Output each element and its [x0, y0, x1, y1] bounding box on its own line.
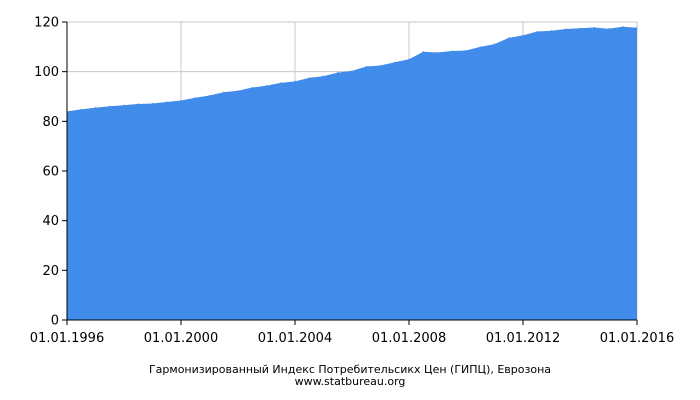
data-point — [137, 103, 139, 105]
data-point — [607, 28, 610, 30]
data-point — [223, 91, 225, 93]
data-point — [294, 80, 296, 82]
data-point — [237, 90, 239, 92]
data-point — [123, 104, 125, 106]
data-point — [379, 64, 382, 67]
y-tick-label: 100 — [34, 65, 59, 80]
y-tick-label: 40 — [42, 214, 59, 229]
y-tick-label: 80 — [42, 115, 59, 130]
chart-source: www.statbureau.org — [294, 375, 406, 388]
y-tick-label: 60 — [42, 165, 59, 180]
area-series — [66, 26, 638, 320]
data-point — [593, 26, 595, 29]
y-tick-label: 0 — [51, 314, 59, 329]
data-point — [436, 51, 439, 54]
data-point — [522, 34, 524, 37]
data-point — [166, 101, 168, 103]
data-point — [151, 102, 154, 105]
data-point — [365, 65, 367, 68]
chart-title: Гармонизированный Индекс Потребительсикх… — [148, 363, 552, 376]
data-point — [180, 99, 182, 102]
x-tick-label: 01.01.1996 — [30, 331, 104, 346]
data-point — [194, 97, 196, 99]
data-point — [280, 82, 282, 84]
data-point — [94, 107, 97, 109]
data-point — [109, 105, 111, 107]
hicp-area — [67, 26, 637, 320]
data-point — [622, 26, 624, 28]
data-point — [579, 27, 581, 29]
x-tick-label: 01.01.2008 — [372, 331, 446, 346]
data-point — [351, 70, 353, 72]
y-tick-label: 20 — [42, 264, 59, 279]
x-tick-label: 01.01.2016 — [600, 331, 674, 346]
data-point — [265, 84, 268, 87]
data-point — [322, 75, 325, 77]
x-tick-label: 01.01.2000 — [144, 331, 218, 346]
data-point — [465, 49, 467, 52]
data-point — [80, 108, 82, 111]
data-point — [493, 43, 496, 45]
data-point — [408, 58, 410, 60]
data-point — [308, 77, 310, 79]
data-point — [394, 61, 396, 63]
x-tick-label: 01.01.2004 — [258, 331, 332, 346]
data-point — [251, 86, 253, 89]
data-point — [508, 37, 510, 39]
data-point — [337, 72, 339, 74]
y-tick-label: 120 — [34, 16, 59, 31]
x-axis-ticks: 01.01.1996 01.01.2000 01.01.2004 01.01.2008… — [30, 320, 674, 346]
data-point — [208, 94, 211, 97]
y-axis-ticks: 0 20 40 60 80 100 120 — [34, 16, 67, 329]
data-point — [636, 27, 638, 29]
data-point — [536, 30, 538, 33]
data-point — [422, 51, 424, 53]
data-point — [565, 28, 567, 30]
data-point — [479, 46, 481, 48]
data-point — [451, 50, 453, 52]
x-tick-label: 01.01.2012 — [486, 331, 560, 346]
data-point — [550, 30, 553, 32]
